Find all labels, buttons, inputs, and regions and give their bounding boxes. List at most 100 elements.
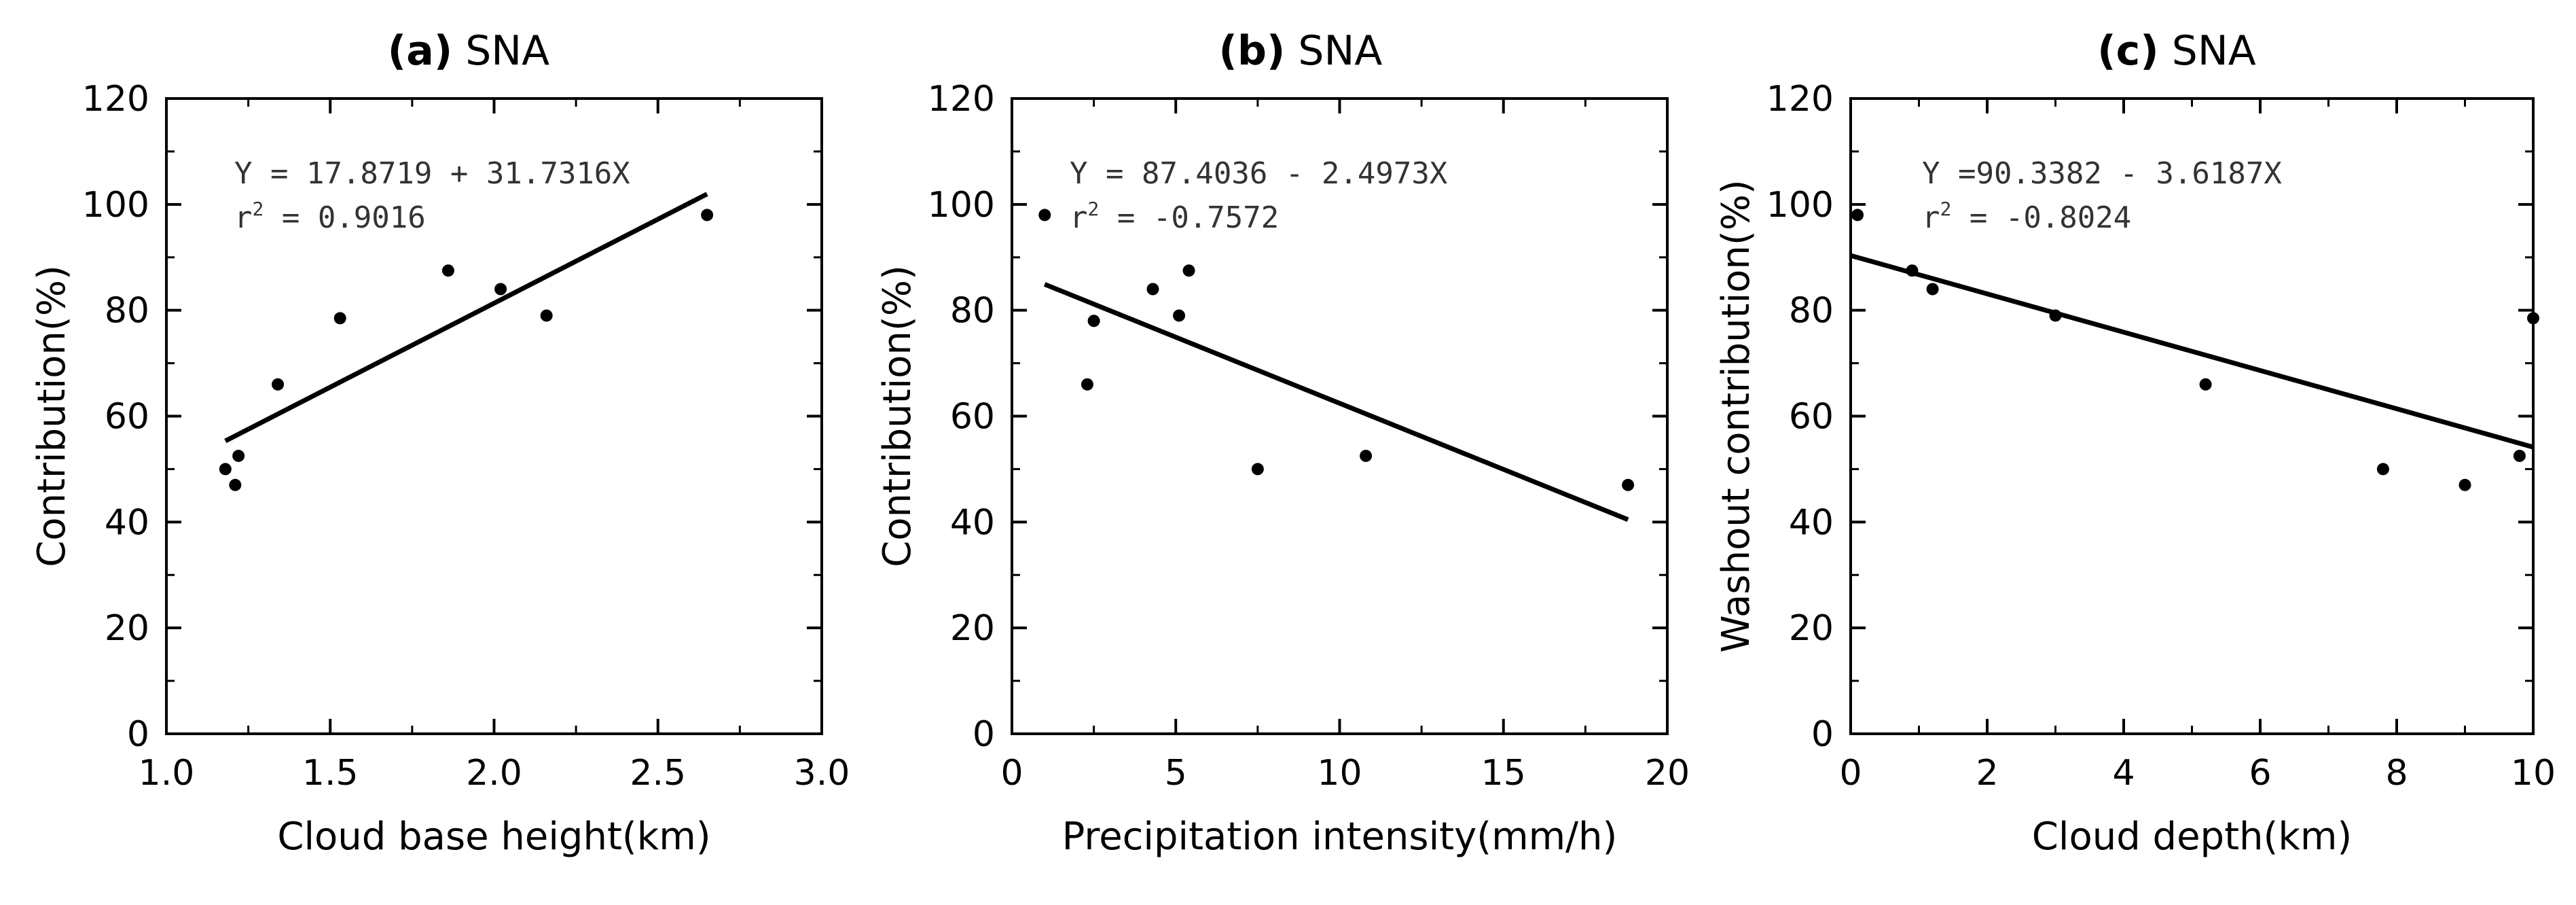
data-point xyxy=(701,209,714,221)
y-tick-label: 60 xyxy=(1789,397,1834,438)
data-point xyxy=(219,463,232,476)
regression-equation: Y = 87.4036 - 2.4973X xyxy=(1070,156,1448,191)
chart-panel-2: (b) SNA 0 5 10 15 20 0 20 40 60 80 100 120 Precipitat… xyxy=(875,27,1690,859)
data-point xyxy=(494,283,507,296)
x-tick-label: 10 xyxy=(1317,753,1362,794)
x-axis-label: Cloud depth(km) xyxy=(2032,815,2352,859)
chart-title: (a) SNA xyxy=(388,27,549,75)
data-point xyxy=(1087,315,1100,327)
data-point xyxy=(1146,283,1159,296)
y-axis-label: Contribution(%) xyxy=(30,265,74,567)
panel-label: (c) xyxy=(2097,27,2158,75)
title-text: SNA xyxy=(452,27,549,75)
x-tick-label: 20 xyxy=(1645,753,1690,794)
data-point xyxy=(1851,209,1864,221)
data-point xyxy=(1182,264,1195,277)
chart-panel-1: (a) SNA 1.0 1.5 2.0 2.5 3.0 0 20 40 60 80 100 120 Clo… xyxy=(30,27,850,859)
x-tick-label: 4 xyxy=(2112,753,2135,794)
y-tick-label: 120 xyxy=(928,79,995,120)
x-axis-label: Cloud base height(km) xyxy=(277,815,710,859)
r-squared-exponent: 2 xyxy=(1940,198,1952,220)
regression-equation: Y =90.3382 - 3.6187X xyxy=(1922,156,2282,191)
data-point xyxy=(229,478,242,491)
data-point xyxy=(1251,463,1264,476)
x-tick-label: 0 xyxy=(1839,753,1862,794)
plot-frame xyxy=(165,97,823,735)
data-point xyxy=(2376,463,2389,476)
x-tick-label: 3.0 xyxy=(794,753,850,794)
y-tick-label: 100 xyxy=(928,185,995,226)
y-axis-label: Washout contribution(%) xyxy=(1714,179,1758,653)
plot-frame xyxy=(1011,97,1669,735)
y-axis-label: Contribution(%) xyxy=(875,265,920,567)
r-squared: r2 = 0.9016 xyxy=(234,198,426,235)
y-tick-label: 120 xyxy=(82,79,149,120)
data-point xyxy=(1906,264,1919,277)
y-tick-label: 20 xyxy=(950,608,995,649)
x-tick-label: 1.0 xyxy=(139,753,195,794)
r-squared: r2 = -0.8024 xyxy=(1922,198,2131,235)
data-point xyxy=(2527,312,2539,325)
x-tick-label: 15 xyxy=(1481,753,1526,794)
x-tick-label: 1.5 xyxy=(302,753,359,794)
panel-label: (a) xyxy=(388,27,452,75)
regression-line xyxy=(1043,282,1629,522)
data-point xyxy=(333,312,346,325)
y-tick-label: 40 xyxy=(950,502,995,543)
data-point xyxy=(1081,378,1093,391)
x-tick-label: 2 xyxy=(1976,753,1998,794)
x-tick-label: 2.5 xyxy=(630,753,686,794)
data-point xyxy=(540,309,553,322)
chart-title: (b) SNA xyxy=(1219,27,1383,75)
x-tick-label: 2.0 xyxy=(466,753,522,794)
r-squared-value: = 0.9016 xyxy=(264,200,425,235)
data-point xyxy=(232,449,245,462)
y-tick-label: 60 xyxy=(105,397,149,438)
x-tick-label: 10 xyxy=(2511,753,2556,794)
y-tick-label: 80 xyxy=(1789,291,1834,332)
y-tick-label: 40 xyxy=(1789,502,1834,543)
y-tick-label: 40 xyxy=(105,502,149,543)
y-tick-label: 0 xyxy=(127,714,149,755)
data-point xyxy=(1038,209,1051,221)
data-point xyxy=(272,378,285,391)
data-point xyxy=(1360,449,1373,462)
y-tick-label: 120 xyxy=(1766,79,1834,120)
r-squared-symbol: r xyxy=(1070,200,1088,235)
r-squared-value: = -0.7572 xyxy=(1099,200,1279,235)
x-tick-label: 0 xyxy=(1000,753,1023,794)
y-tick-label: 80 xyxy=(105,291,149,332)
y-tick-label: 80 xyxy=(950,291,995,332)
regression-line xyxy=(224,192,708,444)
r-squared-symbol: r xyxy=(234,200,253,235)
regression-equation: Y = 17.8719 + 31.7316X xyxy=(234,156,630,191)
panel-label: (b) xyxy=(1219,27,1286,75)
y-tick-label: 20 xyxy=(105,608,149,649)
data-point xyxy=(441,264,454,277)
x-axis-label: Precipitation intensity(mm/h) xyxy=(1062,815,1618,859)
chart-title: (c) SNA xyxy=(2097,27,2256,75)
data-point xyxy=(1926,283,1939,296)
r-squared-exponent: 2 xyxy=(253,198,264,220)
y-tick-label: 100 xyxy=(82,185,149,226)
data-point xyxy=(2199,378,2212,391)
r-squared: r2 = -0.7572 xyxy=(1070,198,1279,235)
data-point xyxy=(1622,478,1635,491)
title-text: SNA xyxy=(1285,27,1382,75)
r-squared-value: = -0.8024 xyxy=(1951,200,2131,235)
y-tick-label: 100 xyxy=(1766,185,1834,226)
x-tick-label: 6 xyxy=(2249,753,2271,794)
x-tick-label: 5 xyxy=(1165,753,1187,794)
r-squared-symbol: r xyxy=(1922,200,1940,235)
y-tick-label: 60 xyxy=(950,397,995,438)
data-point xyxy=(1173,309,1186,322)
regression-line xyxy=(1850,253,2534,450)
y-tick-label: 0 xyxy=(973,714,995,755)
data-point xyxy=(2513,449,2526,462)
y-tick-label: 0 xyxy=(1811,714,1834,755)
data-point xyxy=(2049,309,2062,322)
y-tick-label: 20 xyxy=(1789,608,1834,649)
data-point xyxy=(2459,478,2471,491)
